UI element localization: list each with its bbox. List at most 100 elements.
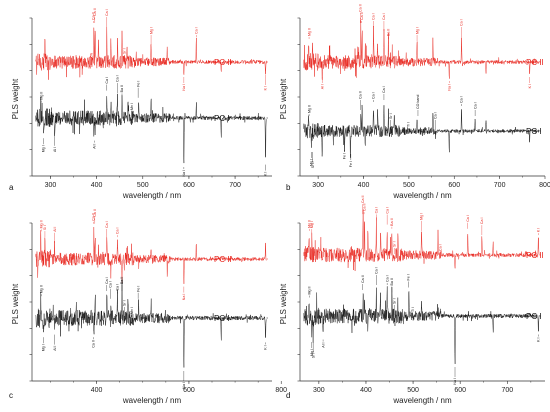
peak-label: Ba II — [387, 29, 391, 36]
peak-label: Ba II — [120, 277, 124, 284]
peak-label: Ca I — [195, 27, 199, 34]
peak-label: Ca I — [105, 221, 109, 228]
x-axis-title: wavelength / nm — [392, 191, 452, 200]
panel-a: 300 400 500 600 700 wavelength / nm PLS weight… — [9, 8, 272, 200]
series-label-pc1: PC I — [526, 127, 542, 136]
peak-label: Mg I — [310, 159, 314, 166]
peak-label: K I — [537, 338, 541, 342]
peak-label: Al I — [320, 84, 324, 89]
panel-d: 300 400 500 600 700 wavelength / nm PLS weight… — [279, 196, 545, 405]
peak-label: Ca II — [361, 275, 365, 283]
peak-label: Ca I — [473, 102, 477, 109]
peak-label: Na I — [182, 170, 186, 177]
x-tick-label: 500 — [137, 182, 149, 189]
peak-label: Ba II — [390, 278, 394, 285]
peak-label: Si I — [311, 163, 315, 168]
series-line-pc2 — [303, 209, 540, 272]
series-label-pc1: PC I — [526, 312, 542, 321]
peak-label: Ti I — [407, 122, 411, 127]
x-tick-label: 700 — [494, 182, 506, 189]
peak-label: K I — [528, 84, 532, 88]
peak-label: Mg I — [42, 145, 46, 152]
peak-label: Ti I — [411, 307, 415, 312]
peak-label: Ca I — [372, 92, 376, 99]
series-label-pc2: PC II — [526, 251, 544, 260]
peak-label: Ca I — [105, 9, 109, 16]
peak-label: Ba II — [120, 85, 124, 92]
peak-label: Mg II — [307, 28, 311, 36]
x-tick-label: 800 — [539, 182, 550, 189]
series-label-pc2: PC II — [526, 58, 544, 67]
peak-label: Ca II — [360, 12, 364, 20]
peak-label: Ca I — [480, 218, 484, 225]
peak-label: Ca I — [105, 77, 109, 84]
x-tick-label: 400 — [358, 182, 370, 189]
peak-label: Al I — [53, 227, 57, 232]
x-axis-title: wavelength / nm — [392, 396, 452, 405]
peak-label: K I — [264, 172, 268, 176]
peak-label: Mg II — [308, 220, 312, 228]
peak-label: Ca I — [375, 267, 379, 274]
series-label-pc2: PC II — [214, 58, 232, 67]
peak-label: Na I — [182, 382, 186, 389]
x-tick-label: 700 — [229, 182, 241, 189]
x-tick-label: 600 — [183, 387, 195, 394]
peak-label: Si I — [43, 225, 47, 230]
series-line-pc2 — [35, 227, 267, 284]
x-tick-label: 700 — [501, 387, 513, 394]
peak-label: Sr I — [123, 48, 127, 54]
peak-label: Ca I — [116, 284, 120, 291]
peak-label: Ca I — [439, 244, 443, 251]
peak-label: Fe I — [349, 161, 353, 167]
peak-label: Ca II — [93, 209, 97, 217]
series-line-pc1 — [35, 279, 267, 368]
peak-label: Mg I — [149, 27, 153, 34]
x-tick-label: 300 — [313, 387, 325, 394]
series-label-pc1: PC I — [214, 114, 230, 123]
x-axis-title: wavelength / nm — [122, 396, 182, 405]
peak-label: Ca I — [382, 86, 386, 93]
series-line-pc1 — [303, 286, 540, 364]
peak-label: Ca I — [105, 277, 109, 284]
series-line-pc1 — [35, 93, 267, 164]
peak-label: K I — [264, 86, 268, 90]
panel-letter: a — [9, 183, 14, 192]
x-tick-label: 600 — [454, 387, 466, 394]
peak-label: Ca II — [92, 340, 96, 348]
peak-label: Na I — [182, 294, 186, 301]
peak-label: Ca I — [433, 112, 437, 119]
peak-label: Mg II — [307, 105, 311, 113]
peak-label: Ca I — [385, 275, 389, 282]
peak-label: Mn I — [130, 103, 134, 110]
peak-label: Al I — [93, 144, 97, 149]
peak-label: Ca II — [359, 91, 363, 99]
peak-label: Ca II — [359, 4, 363, 12]
peak-label: Mg I — [310, 221, 314, 228]
panel-c: 400 600 800 wavelength / nm PLS weight c PC II… — [9, 209, 287, 405]
peak-label: Na I — [447, 84, 451, 91]
peak-label: Ca I — [375, 207, 379, 214]
peak-label: Ca I — [372, 13, 376, 20]
peak-label: Si I — [311, 353, 315, 358]
peak-label: Al I — [53, 346, 57, 351]
x-tick-label: 500 — [403, 182, 415, 189]
x-tick-label: 300 — [312, 182, 324, 189]
peak-label: Mg II — [39, 220, 43, 228]
x-tick-label: 400 — [91, 182, 103, 189]
peak-label: Al I — [53, 147, 57, 152]
peak-label: Ca II — [92, 12, 96, 20]
peak-label: Ca II — [93, 8, 97, 16]
peak-label: Ca I — [116, 228, 120, 235]
y-axis-title: PLS weight — [279, 283, 288, 324]
peak-label: Mg I — [415, 27, 419, 34]
peak-label: Fe I — [136, 81, 140, 87]
peak-label: Mn I — [130, 307, 134, 314]
peak-label: Sr I — [389, 113, 393, 119]
x-tick-label: 400 — [91, 387, 103, 394]
peak-label: CO band — [416, 95, 420, 109]
peak-label: Sr I — [392, 298, 396, 304]
panel-letter: d — [286, 391, 290, 400]
series-label-pc1: PC I — [214, 314, 230, 323]
panel-letter: c — [9, 391, 13, 400]
x-tick-label: 500 — [407, 387, 419, 394]
